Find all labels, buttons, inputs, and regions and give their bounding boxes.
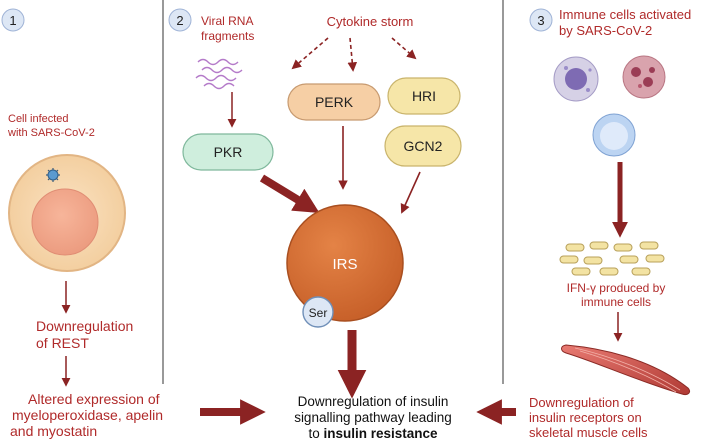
outcome-line2: signalling pathway leading: [294, 410, 452, 425]
viral-rna-label-line2: fragments: [201, 29, 254, 43]
altered-label-line1: Altered expression of: [28, 391, 160, 407]
rest-label-line1: Downregulation: [36, 318, 133, 334]
cytokine-storm-label: Cytokine storm: [327, 14, 414, 29]
rest-label-line2: of REST: [36, 335, 89, 351]
panel-3: 3 Immune cells activated by SARS-CoV-2: [529, 7, 691, 440]
panel-3-number: 3: [537, 13, 544, 28]
arrow-pkr-to-irs: [259, 174, 320, 213]
panel-2-number-circle: [168, 8, 192, 32]
cytokine-dashed-arrows: [291, 37, 417, 72]
ifn-label-line2: immune cells: [581, 295, 651, 309]
downreg-label-line3: skeletal muscle cells: [529, 425, 648, 440]
infected-label-line1: Cell infected: [8, 113, 69, 125]
viral-rna-label-line1: Viral RNA: [201, 14, 253, 28]
gcn2-label: GCN2: [404, 138, 443, 154]
ifn-label-line1: IFN-γ produced by: [567, 281, 666, 295]
outcome: Downregulation of insulin signalling pat…: [294, 394, 452, 441]
gcn2-node: [384, 125, 462, 167]
perk-label: PERK: [315, 94, 354, 110]
skeletal-muscle-icon: [561, 344, 691, 395]
downreg-label-line1: Downregulation of: [529, 395, 634, 410]
downreg-label-line2: insulin receptors on: [529, 410, 642, 425]
ser-label: Ser: [309, 306, 328, 320]
irs-node: [286, 204, 404, 322]
pkr-node: [182, 133, 274, 171]
panel-3-number-circle: [529, 8, 553, 32]
panel-1-number: 1: [9, 13, 16, 28]
irs-label: IRS: [332, 256, 357, 273]
hri-label: HRI: [412, 88, 436, 104]
outcome-line1: Downregulation of insulin: [298, 394, 449, 409]
ifn-gamma-icon: [559, 241, 665, 276]
altered-label-line3: and myostatin: [10, 423, 97, 439]
outcome-line3-bold: insulin resistance: [323, 426, 438, 441]
panel-2-number: 2: [176, 13, 183, 28]
virus-icon: [46, 168, 60, 182]
pkr-label: PKR: [214, 144, 243, 160]
immune-label-line2: by SARS-CoV-2: [559, 23, 652, 38]
altered-label-line2: myeloperoxidase, apelin: [12, 407, 163, 423]
outcome-line3: to insulin resistance: [308, 426, 438, 441]
neutrophil-cell-icon: [622, 55, 666, 99]
panel-2: 2 Viral RNA fragments Cytokine storm PER…: [168, 8, 462, 399]
macrophage-cell-icon: [553, 56, 599, 102]
panel-1: 1 Cell infected with SARS-CoV-2 Downregu…: [1, 8, 163, 439]
infected-label-line2: with SARS-CoV-2: [7, 127, 95, 139]
rna-fragments-icon: [195, 58, 243, 90]
panel-1-number-circle: [1, 8, 25, 32]
cell-nucleus: [31, 188, 99, 256]
outcome-line3-prefix: to: [308, 426, 323, 441]
immune-label-line1: Immune cells activated: [559, 7, 691, 22]
hri-node: [387, 77, 461, 115]
arrow-gcn2-to-irs: [400, 171, 421, 214]
lymphocyte-cell-icon: [592, 113, 636, 157]
perk-node: [287, 83, 381, 121]
ser-node: [302, 296, 334, 328]
